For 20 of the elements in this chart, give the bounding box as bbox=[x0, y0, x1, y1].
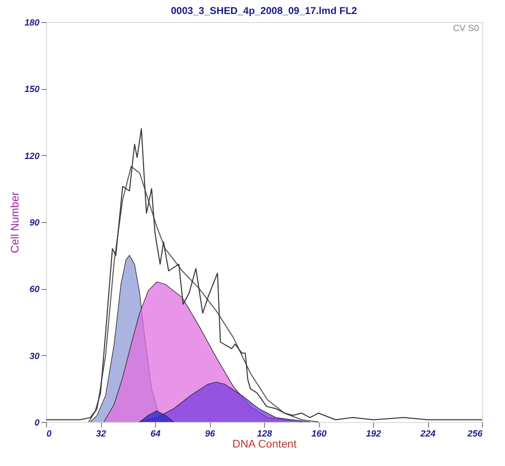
x-tick-label: 160 bbox=[311, 428, 327, 438]
y-tick-label: 180 bbox=[24, 18, 40, 28]
y-tick-label: 0 bbox=[34, 418, 40, 428]
annotation: CV S0 bbox=[452, 23, 479, 33]
x-tick-label: 32 bbox=[96, 428, 106, 438]
x-tick-label: 224 bbox=[419, 428, 436, 438]
x-tick-label: 0 bbox=[46, 428, 52, 438]
x-tick-label: 192 bbox=[366, 428, 382, 438]
x-tick-label: 96 bbox=[204, 428, 216, 438]
y-tick-label: 120 bbox=[24, 150, 40, 161]
y-tick-label: 30 bbox=[29, 350, 40, 361]
y-tick-label: 90 bbox=[29, 218, 40, 228]
x-tick-label: 128 bbox=[256, 428, 272, 438]
x-tick-label: 64 bbox=[150, 428, 161, 438]
y-tick-label: 60 bbox=[29, 284, 40, 294]
chart-title: 0003_3_SHED_4p_2008_09_17.lmd FL2 bbox=[170, 6, 358, 17]
x-axis-title: DNA Content bbox=[232, 438, 297, 450]
y-axis-title: Cell Number bbox=[9, 192, 22, 254]
x-tick-label: 256 bbox=[466, 428, 484, 438]
y-tick-label: 150 bbox=[24, 84, 40, 94]
